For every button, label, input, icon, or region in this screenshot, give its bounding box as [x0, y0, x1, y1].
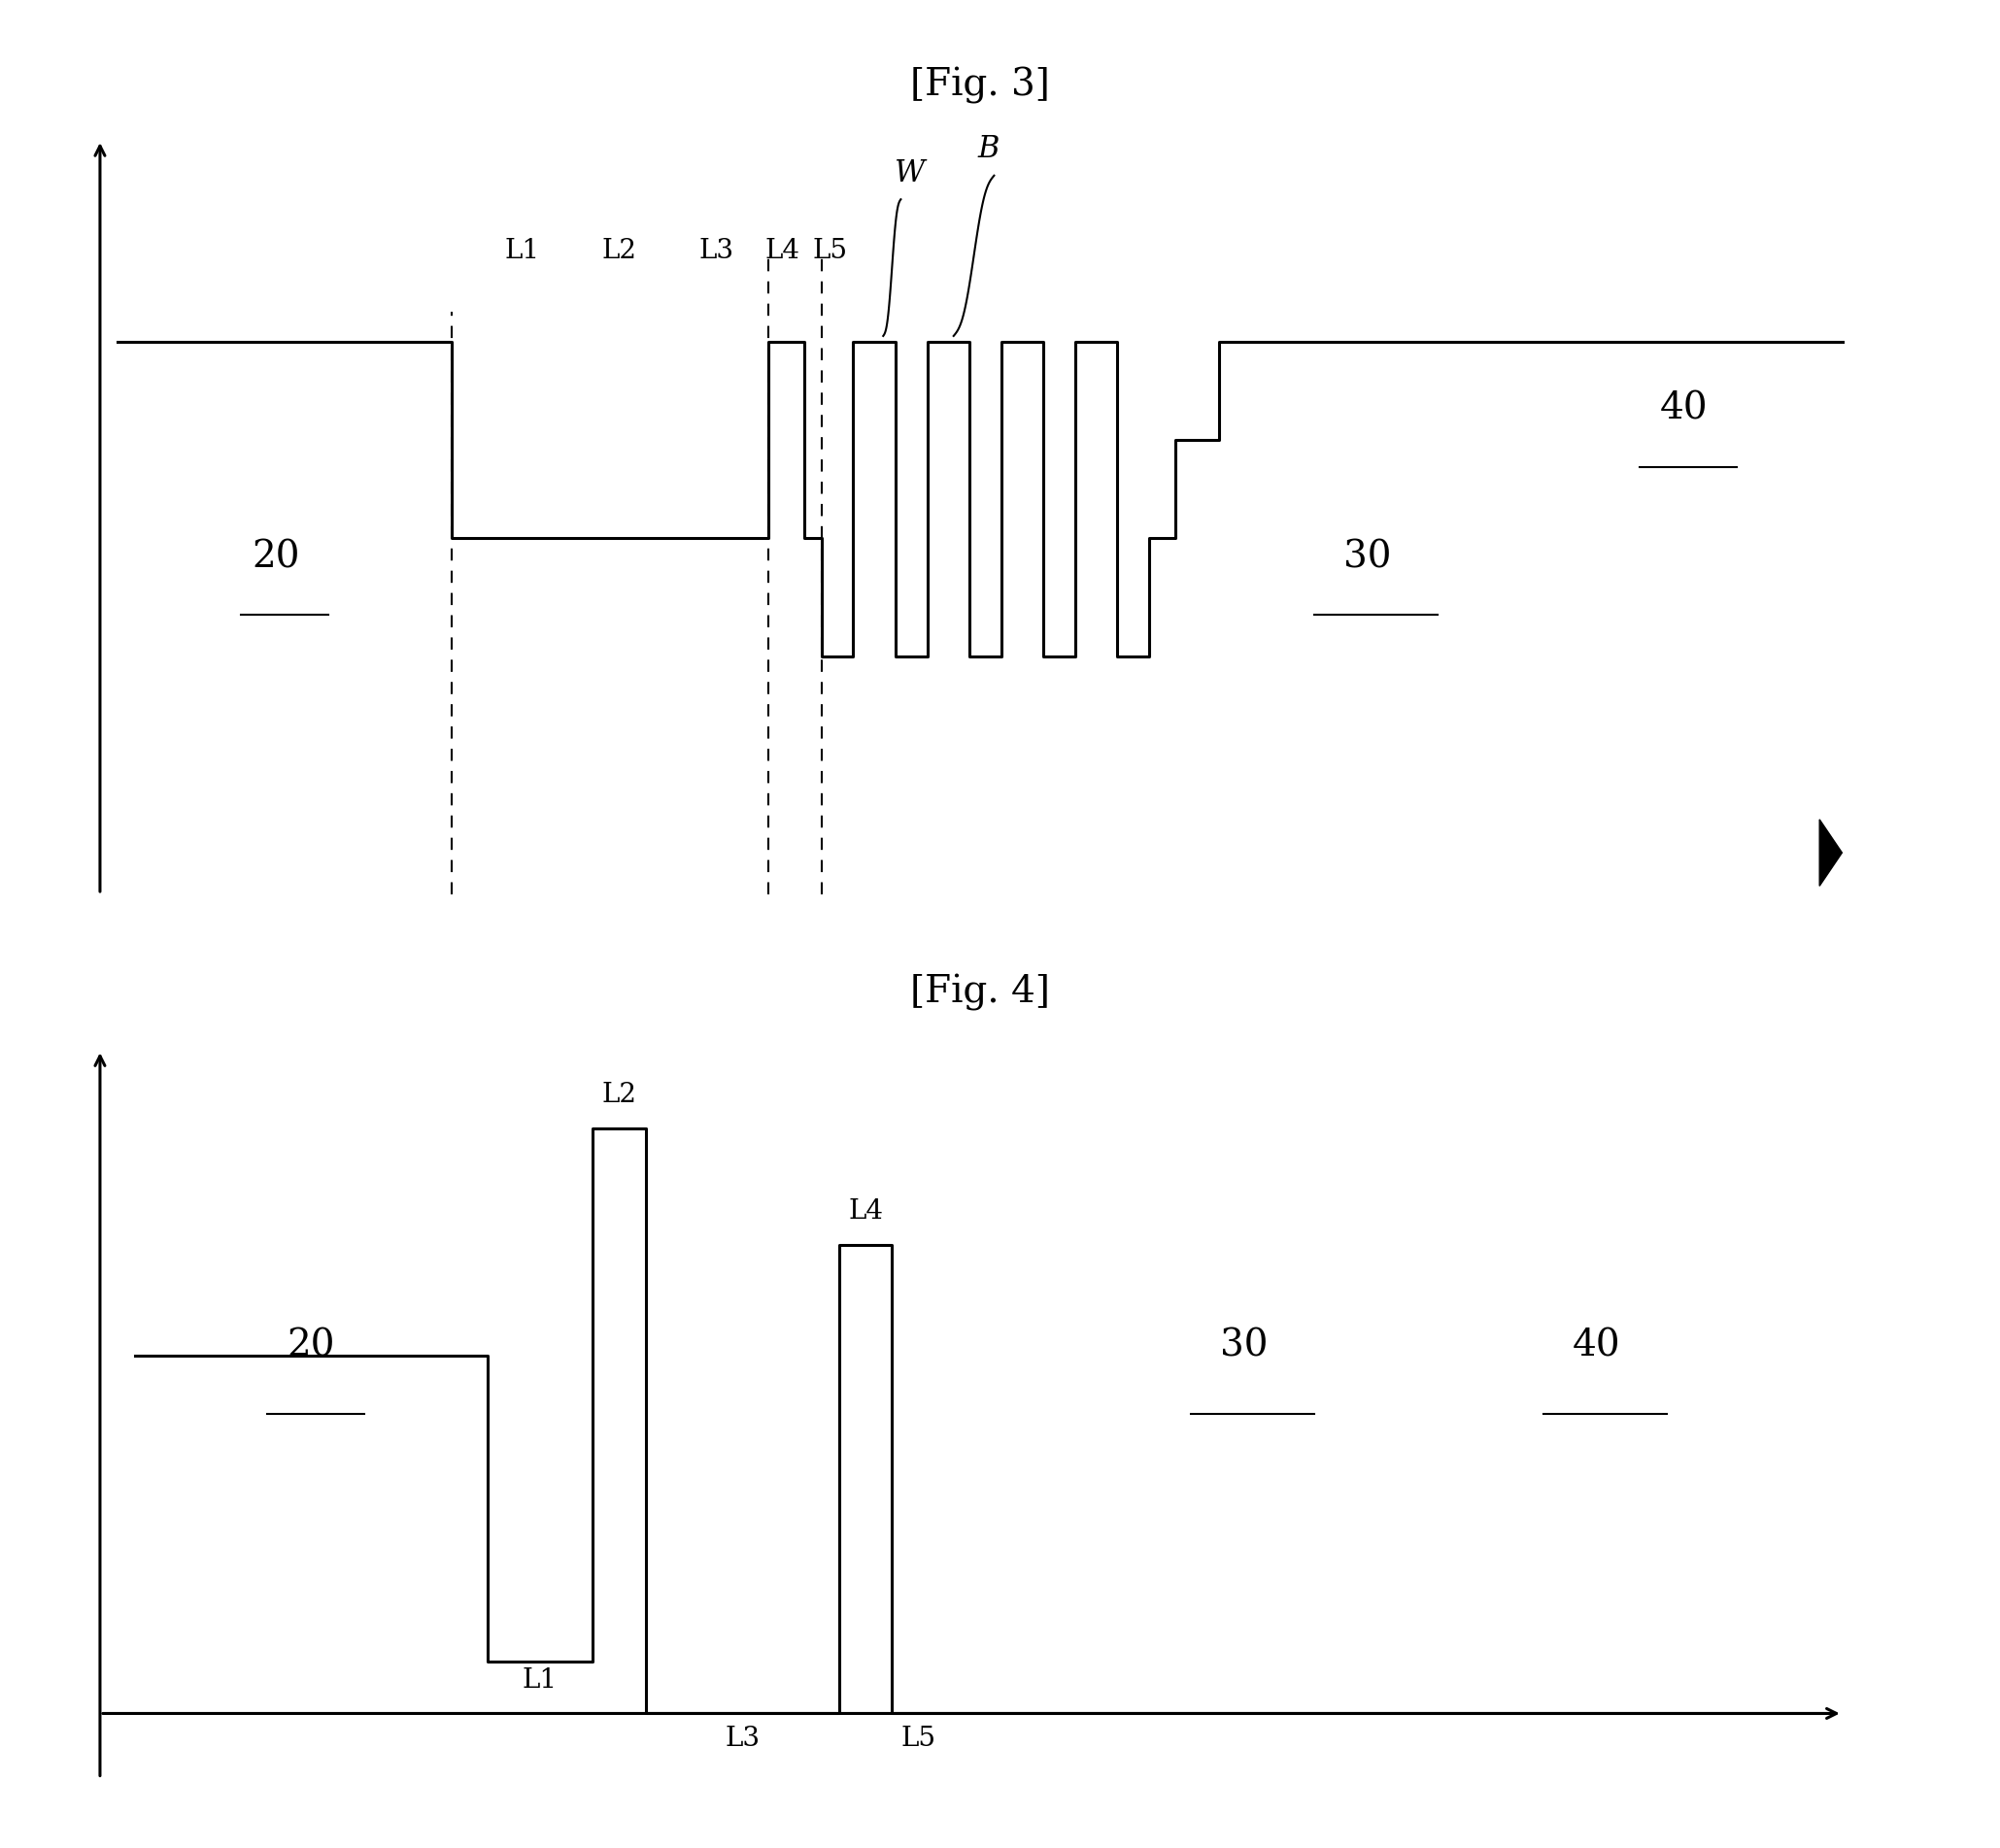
Text: L3: L3: [724, 1726, 760, 1752]
Text: 40: 40: [1572, 1327, 1620, 1364]
Text: [Fig. 4]: [Fig. 4]: [910, 974, 1050, 1011]
Polygon shape: [1820, 819, 1842, 885]
Text: [Fig. 3]: [Fig. 3]: [910, 67, 1050, 103]
Text: 20: 20: [288, 1327, 336, 1364]
Text: L5: L5: [812, 238, 848, 264]
Text: 30: 30: [1220, 1327, 1268, 1364]
Text: L2: L2: [602, 238, 636, 264]
Text: L4: L4: [848, 1199, 884, 1225]
Text: L3: L3: [698, 238, 734, 264]
Text: W: W: [894, 159, 924, 188]
Text: 30: 30: [1344, 540, 1392, 575]
Text: L1: L1: [522, 1667, 558, 1693]
Text: L1: L1: [504, 238, 540, 264]
Text: L2: L2: [602, 1081, 636, 1107]
Text: 40: 40: [1660, 392, 1708, 427]
Text: L4: L4: [766, 238, 800, 264]
Text: L5: L5: [900, 1726, 936, 1752]
Text: B: B: [978, 135, 1000, 164]
Text: 20: 20: [252, 540, 300, 575]
